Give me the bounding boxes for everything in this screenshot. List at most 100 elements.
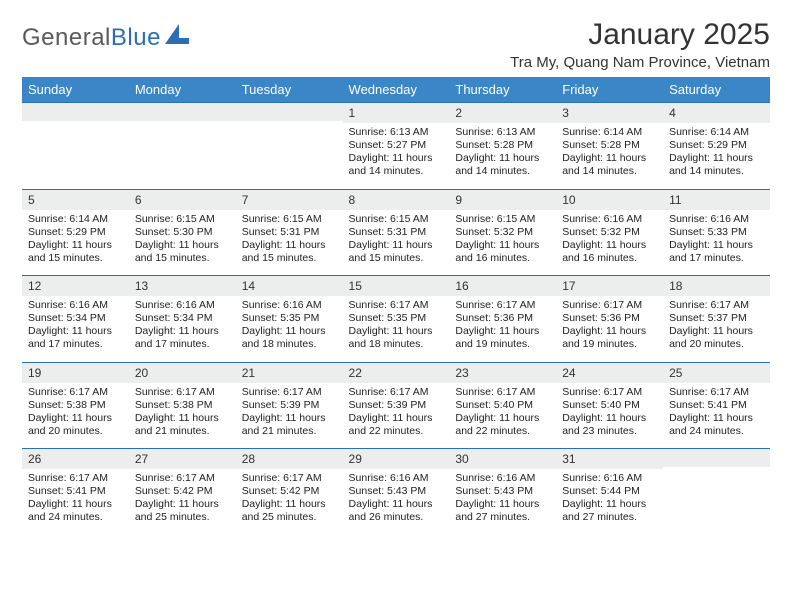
sunrise-text: Sunrise: 6:16 AM <box>562 472 657 485</box>
daylight-text: Daylight: 11 hours and 21 minutes. <box>135 412 230 438</box>
sunrise-text: Sunrise: 6:17 AM <box>669 386 764 399</box>
day-detail: Sunrise: 6:17 AMSunset: 5:39 PMDaylight:… <box>343 383 450 449</box>
day-detail: Sunrise: 6:16 AMSunset: 5:43 PMDaylight:… <box>343 469 450 535</box>
sunset-text: Sunset: 5:41 PM <box>669 399 764 412</box>
sunrise-text: Sunrise: 6:17 AM <box>562 299 657 312</box>
day-number: 26 <box>22 448 129 469</box>
day-detail: Sunrise: 6:17 AMSunset: 5:41 PMDaylight:… <box>663 383 770 449</box>
day-number: 25 <box>663 362 770 383</box>
daylight-text: Daylight: 11 hours and 14 minutes. <box>669 152 764 178</box>
sunrise-text: Sunrise: 6:13 AM <box>349 126 444 139</box>
calendar-cell: 22Sunrise: 6:17 AMSunset: 5:39 PMDayligh… <box>343 362 450 449</box>
daylight-text: Daylight: 11 hours and 22 minutes. <box>455 412 550 438</box>
daylight-text: Daylight: 11 hours and 24 minutes. <box>28 498 123 524</box>
day-number: 31 <box>556 448 663 469</box>
calendar-cell: 26Sunrise: 6:17 AMSunset: 5:41 PMDayligh… <box>22 448 129 535</box>
sunrise-text: Sunrise: 6:17 AM <box>349 386 444 399</box>
day-header-row: Sunday Monday Tuesday Wednesday Thursday… <box>22 77 770 102</box>
sunset-text: Sunset: 5:29 PM <box>28 226 123 239</box>
daylight-text: Daylight: 11 hours and 18 minutes. <box>349 325 444 351</box>
calendar-cell: 12Sunrise: 6:16 AMSunset: 5:34 PMDayligh… <box>22 275 129 362</box>
day-detail: Sunrise: 6:17 AMSunset: 5:39 PMDaylight:… <box>236 383 343 449</box>
daylight-text: Daylight: 11 hours and 26 minutes. <box>349 498 444 524</box>
daylight-text: Daylight: 11 hours and 14 minutes. <box>455 152 550 178</box>
sunrise-text: Sunrise: 6:15 AM <box>135 213 230 226</box>
sunset-text: Sunset: 5:36 PM <box>562 312 657 325</box>
day-detail: Sunrise: 6:17 AMSunset: 5:40 PMDaylight:… <box>556 383 663 449</box>
day-number: 30 <box>449 448 556 469</box>
sunrise-text: Sunrise: 6:17 AM <box>135 386 230 399</box>
logo-text-part1: General <box>22 24 111 51</box>
day-number: 21 <box>236 362 343 383</box>
sunset-text: Sunset: 5:32 PM <box>455 226 550 239</box>
daylight-text: Daylight: 11 hours and 20 minutes. <box>28 412 123 438</box>
sunrise-text: Sunrise: 6:17 AM <box>669 299 764 312</box>
sunset-text: Sunset: 5:29 PM <box>669 139 764 152</box>
day-header: Thursday <box>449 77 556 102</box>
day-number: 2 <box>449 102 556 123</box>
day-number: 20 <box>129 362 236 383</box>
calendar-page: GeneralBlue January 2025 Tra My, Quang N… <box>0 0 792 612</box>
day-number: 8 <box>343 189 450 210</box>
day-detail: Sunrise: 6:17 AMSunset: 5:35 PMDaylight:… <box>343 296 450 362</box>
calendar-cell: 7Sunrise: 6:15 AMSunset: 5:31 PMDaylight… <box>236 189 343 276</box>
calendar-cell: 10Sunrise: 6:16 AMSunset: 5:32 PMDayligh… <box>556 189 663 276</box>
calendar-cell: 14Sunrise: 6:16 AMSunset: 5:35 PMDayligh… <box>236 275 343 362</box>
calendar-cell: 8Sunrise: 6:15 AMSunset: 5:31 PMDaylight… <box>343 189 450 276</box>
day-number: 11 <box>663 189 770 210</box>
sunset-text: Sunset: 5:34 PM <box>28 312 123 325</box>
day-number: 27 <box>129 448 236 469</box>
day-detail: Sunrise: 6:16 AMSunset: 5:32 PMDaylight:… <box>556 210 663 276</box>
daylight-text: Daylight: 11 hours and 15 minutes. <box>28 239 123 265</box>
sunset-text: Sunset: 5:37 PM <box>669 312 764 325</box>
title-block: January 2025 Tra My, Quang Nam Province,… <box>510 18 770 71</box>
day-detail <box>236 121 343 177</box>
sunset-text: Sunset: 5:31 PM <box>242 226 337 239</box>
sunrise-text: Sunrise: 6:17 AM <box>455 386 550 399</box>
daylight-text: Daylight: 11 hours and 24 minutes. <box>669 412 764 438</box>
calendar-cell: 4Sunrise: 6:14 AMSunset: 5:29 PMDaylight… <box>663 102 770 189</box>
day-detail: Sunrise: 6:16 AMSunset: 5:35 PMDaylight:… <box>236 296 343 362</box>
sunset-text: Sunset: 5:38 PM <box>28 399 123 412</box>
calendar-cell: 30Sunrise: 6:16 AMSunset: 5:43 PMDayligh… <box>449 448 556 535</box>
day-detail: Sunrise: 6:16 AMSunset: 5:43 PMDaylight:… <box>449 469 556 535</box>
sunset-text: Sunset: 5:36 PM <box>455 312 550 325</box>
sunrise-text: Sunrise: 6:15 AM <box>455 213 550 226</box>
day-detail: Sunrise: 6:15 AMSunset: 5:31 PMDaylight:… <box>343 210 450 276</box>
calendar-cell: 24Sunrise: 6:17 AMSunset: 5:40 PMDayligh… <box>556 362 663 449</box>
calendar-cell: 23Sunrise: 6:17 AMSunset: 5:40 PMDayligh… <box>449 362 556 449</box>
sunset-text: Sunset: 5:28 PM <box>455 139 550 152</box>
sunrise-text: Sunrise: 6:17 AM <box>28 472 123 485</box>
calendar-cell: 16Sunrise: 6:17 AMSunset: 5:36 PMDayligh… <box>449 275 556 362</box>
sunrise-text: Sunrise: 6:16 AM <box>669 213 764 226</box>
sunset-text: Sunset: 5:40 PM <box>562 399 657 412</box>
calendar-week-row: 12Sunrise: 6:16 AMSunset: 5:34 PMDayligh… <box>22 275 770 362</box>
logo: GeneralBlue <box>22 24 189 52</box>
daylight-text: Daylight: 11 hours and 17 minutes. <box>135 325 230 351</box>
sunrise-text: Sunrise: 6:17 AM <box>349 299 444 312</box>
day-number: 18 <box>663 275 770 296</box>
calendar-cell: 5Sunrise: 6:14 AMSunset: 5:29 PMDaylight… <box>22 189 129 276</box>
calendar-cell: 19Sunrise: 6:17 AMSunset: 5:38 PMDayligh… <box>22 362 129 449</box>
daylight-text: Daylight: 11 hours and 19 minutes. <box>562 325 657 351</box>
sunset-text: Sunset: 5:42 PM <box>242 485 337 498</box>
day-detail: Sunrise: 6:17 AMSunset: 5:38 PMDaylight:… <box>129 383 236 449</box>
day-detail <box>129 121 236 177</box>
daylight-text: Daylight: 11 hours and 27 minutes. <box>562 498 657 524</box>
location: Tra My, Quang Nam Province, Vietnam <box>510 54 770 71</box>
sunrise-text: Sunrise: 6:17 AM <box>455 299 550 312</box>
day-number: 9 <box>449 189 556 210</box>
day-number: 10 <box>556 189 663 210</box>
sunrise-text: Sunrise: 6:14 AM <box>28 213 123 226</box>
sunset-text: Sunset: 5:33 PM <box>669 226 764 239</box>
sunset-text: Sunset: 5:43 PM <box>349 485 444 498</box>
calendar-cell: 17Sunrise: 6:17 AMSunset: 5:36 PMDayligh… <box>556 275 663 362</box>
daylight-text: Daylight: 11 hours and 19 minutes. <box>455 325 550 351</box>
day-number: 12 <box>22 275 129 296</box>
daylight-text: Daylight: 11 hours and 25 minutes. <box>135 498 230 524</box>
sunset-text: Sunset: 5:35 PM <box>349 312 444 325</box>
day-header: Monday <box>129 77 236 102</box>
logo-text-part2: Blue <box>111 24 161 51</box>
sunrise-text: Sunrise: 6:16 AM <box>242 299 337 312</box>
day-detail: Sunrise: 6:16 AMSunset: 5:34 PMDaylight:… <box>129 296 236 362</box>
